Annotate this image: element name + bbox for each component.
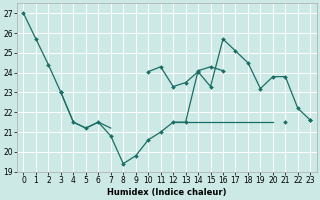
X-axis label: Humidex (Indice chaleur): Humidex (Indice chaleur) — [107, 188, 227, 197]
